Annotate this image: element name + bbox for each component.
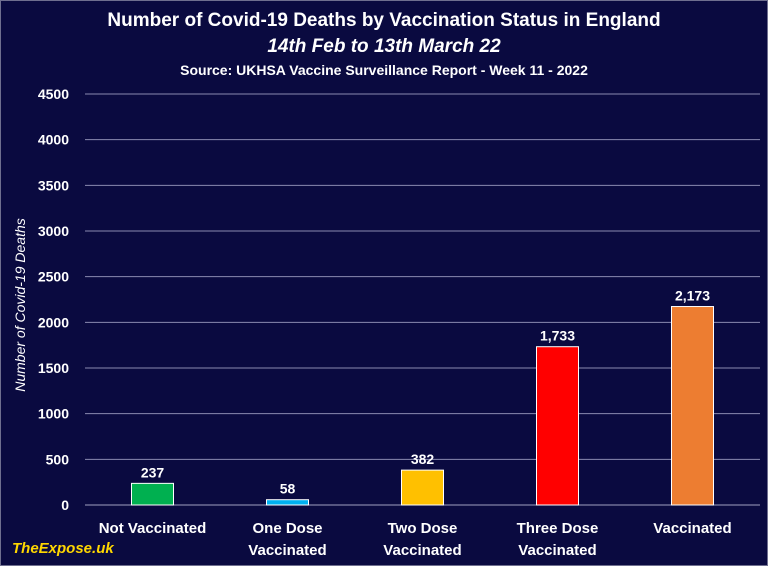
x-tick-label: Vaccinated: [383, 542, 461, 559]
gridlines: [85, 93, 760, 506]
bar: [536, 346, 579, 506]
y-tick-label: 2500: [38, 269, 69, 285]
y-axis-label: Number of Covid-19 Deaths: [12, 218, 28, 392]
x-axis-ticks: Not Vaccinated One Dose Vaccinated Two Dose…: [99, 520, 732, 559]
chart-subtitle: 14th Feb to 13th March 22: [267, 36, 501, 57]
data-label: 382: [411, 451, 435, 467]
bar: [671, 306, 714, 506]
y-tick-label: 1000: [38, 406, 69, 422]
data-label: 2,173: [675, 288, 710, 304]
chart-source: Source: UKHSA Vaccine Surveillance Repor…: [180, 62, 588, 78]
x-tick-label: Vaccinated: [653, 520, 731, 537]
y-tick-label: 4500: [38, 86, 69, 102]
bar: [131, 482, 174, 506]
data-label: 1,733: [540, 328, 575, 344]
bar: [401, 469, 444, 506]
y-tick-label: 500: [46, 451, 70, 467]
y-tick-label: 2000: [38, 314, 69, 330]
x-tick-label: Vaccinated: [248, 542, 326, 559]
x-tick-label: Three Dose: [517, 520, 599, 537]
x-tick-label: Vaccinated: [518, 542, 596, 559]
y-tick-label: 1500: [38, 360, 69, 376]
data-label: 58: [280, 481, 296, 497]
watermark: TheExpose.uk: [12, 540, 114, 557]
y-tick-label: 3500: [38, 177, 69, 193]
y-axis-ticks: 0 500 1000 1500 2000 2500 3000 3500 4000 4500: [38, 86, 69, 513]
x-tick-label: Not Vaccinated: [99, 520, 207, 537]
x-tick-label: Two Dose: [388, 520, 458, 537]
y-tick-label: 3000: [38, 223, 69, 239]
bars: [131, 306, 714, 506]
data-labels: 237 58 382 1,733 2,173: [141, 288, 710, 497]
y-tick-label: 0: [61, 497, 69, 513]
bar: [266, 499, 309, 506]
y-tick-label: 4000: [38, 132, 69, 148]
x-tick-label: One Dose: [252, 520, 322, 537]
data-label: 237: [141, 464, 165, 480]
chart-title: Number of Covid-19 Deaths by Vaccination…: [107, 10, 661, 31]
